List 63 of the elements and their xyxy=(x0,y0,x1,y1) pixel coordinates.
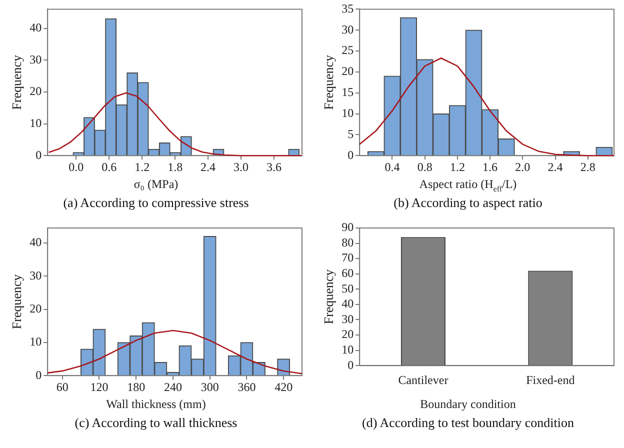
text: (c) According to wall thickness xyxy=(74,415,238,431)
y-tick-label: 0 xyxy=(36,148,42,162)
x-tick-label: 2.4 xyxy=(200,160,216,174)
x-tick-label: 0.0 xyxy=(68,160,84,174)
y-tick-label: 30 xyxy=(30,268,42,282)
y-tick-label: 35 xyxy=(342,1,354,16)
y-tick-label: 10 xyxy=(342,342,354,356)
y-tick-label: 40 xyxy=(30,235,42,250)
y-axis-title: Frequency xyxy=(321,268,336,324)
x-tick-label: 0.4 xyxy=(384,160,400,174)
x-tick-label: 120 xyxy=(90,380,108,394)
x-tick-label: 420 xyxy=(274,380,293,394)
y-tick-label: 90 xyxy=(342,220,354,234)
x-tick-label: 1.8 xyxy=(168,160,183,174)
x-axis-title: Aspect ratio (H$_{eff}$/L) xyxy=(418,176,518,194)
x-tick-label: 360 xyxy=(238,380,256,394)
y-tick-label: 0 xyxy=(36,368,42,382)
x-tick-label: 2.4 xyxy=(548,160,563,174)
y-tick-label: 40 xyxy=(342,296,354,311)
y-axis-title: Frequency xyxy=(9,54,24,110)
y-tick-label: 20 xyxy=(342,64,354,78)
y-tick-label: 50 xyxy=(342,281,354,296)
y-tick-label: 40 xyxy=(30,20,42,34)
x-axis-title: σ₀ (MPa) xyxy=(132,176,180,192)
y-tick-label: 70 xyxy=(342,250,354,265)
y-tick-label: 30 xyxy=(342,22,354,36)
y-tick-label: 30 xyxy=(30,52,42,66)
x-tick-label: Fixed-end xyxy=(526,372,575,387)
x-tick-label: 2.0 xyxy=(515,160,530,174)
x-tick-label: 0.8 xyxy=(417,160,432,174)
y-tick-label: 20 xyxy=(30,301,42,316)
x-tick-label: 3.6 xyxy=(266,160,282,174)
x-tick-label: 240 xyxy=(164,380,182,394)
x-tick-label: 0.6 xyxy=(102,160,117,174)
y-tick-label: 20 xyxy=(342,327,354,342)
y-tick-label: 30 xyxy=(342,312,354,326)
y-tick-label: 10 xyxy=(30,334,42,349)
x-axis-title: Boundary condition xyxy=(419,396,517,412)
y-tick-label: 5 xyxy=(348,126,354,141)
x-tick-label: 3.0 xyxy=(234,160,249,174)
x-tick-label: Cantilever xyxy=(398,372,448,387)
y-tick-label: 25 xyxy=(342,43,354,58)
x-tick-label: 300 xyxy=(200,380,219,394)
text: (d) According to test boundary condition xyxy=(361,415,575,431)
x-axis-title: Wall thickness (mm) xyxy=(105,396,207,412)
y-tick-label: 60 xyxy=(342,266,354,280)
text: (b) According to aspect ratio xyxy=(392,195,544,211)
y-tick-label: 15 xyxy=(342,85,354,100)
y-tick-label: 20 xyxy=(30,84,42,98)
x-tick-label: 2.8 xyxy=(580,160,596,174)
y-tick-label: 10 xyxy=(30,116,42,130)
y-tick-label: 80 xyxy=(342,235,354,250)
y-tick-label: 10 xyxy=(342,106,354,120)
x-tick-label: 60 xyxy=(56,380,68,394)
x-tick-label: 1.6 xyxy=(482,160,498,174)
y-axis-title: Frequency xyxy=(321,54,336,110)
x-tick-label: 1.2 xyxy=(450,160,465,174)
y-tick-label: 0 xyxy=(348,358,354,372)
text: (a) According to compressive stress xyxy=(62,195,250,211)
x-tick-label: 180 xyxy=(127,380,146,394)
y-axis-title: Frequency xyxy=(9,274,24,330)
x-tick-label: 1.2 xyxy=(134,160,150,174)
y-tick-label: 0 xyxy=(348,148,354,162)
